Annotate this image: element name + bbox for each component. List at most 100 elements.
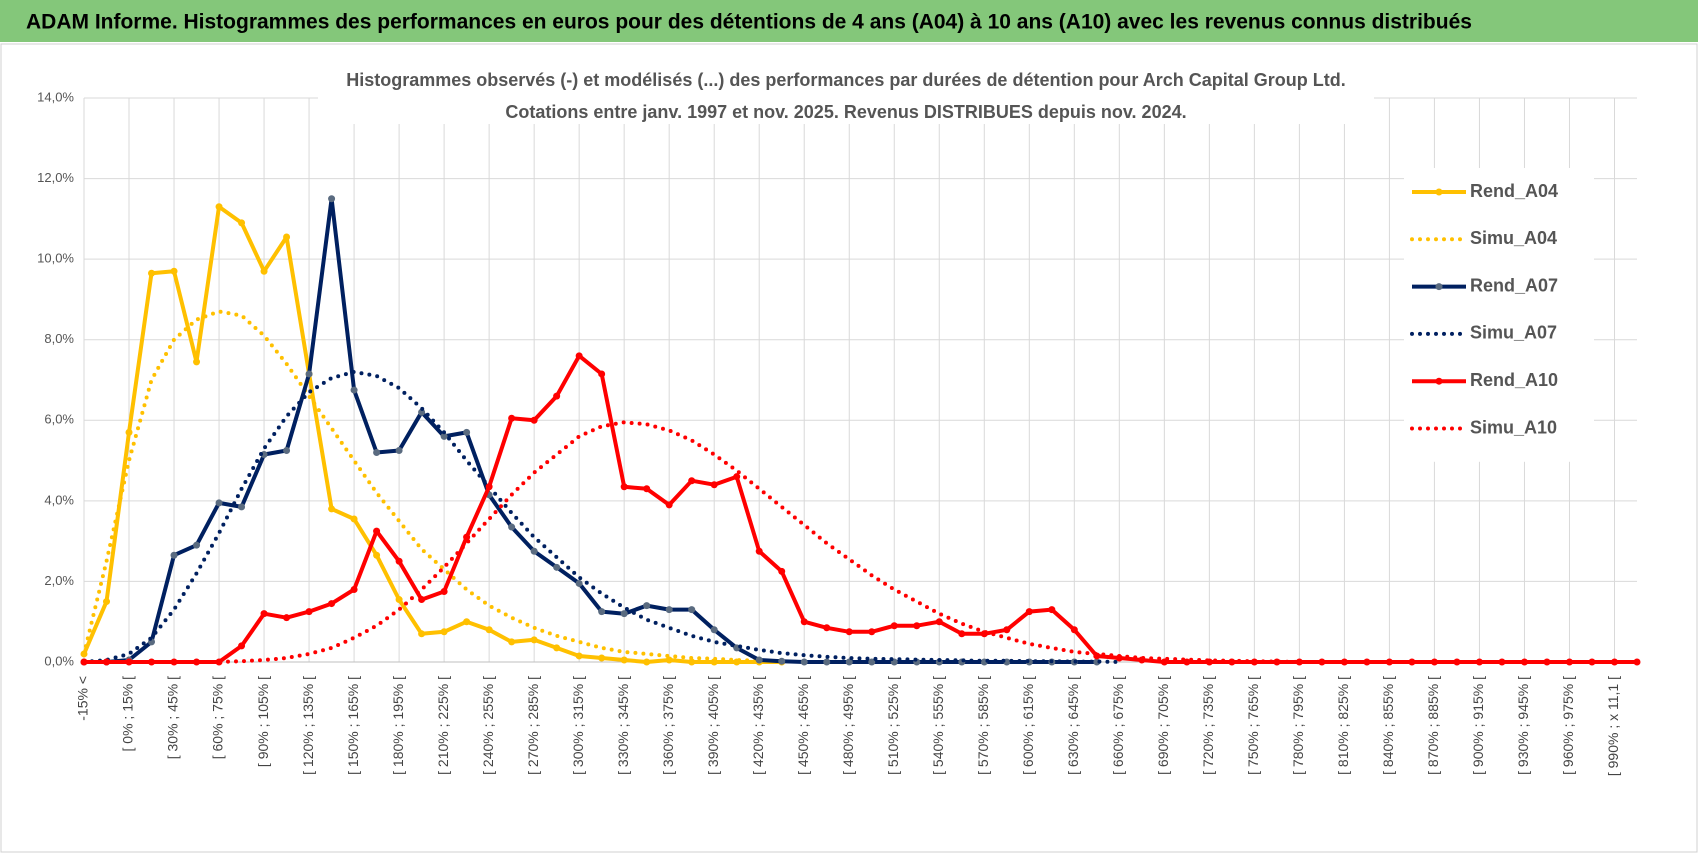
chart-subtitle: Cotations entre janv. 1997 et nov. 2025.… [505, 102, 1186, 122]
data-point [620, 610, 628, 618]
x-tick-label: [ 150% ; 165% [ [345, 676, 361, 775]
data-point [1408, 658, 1416, 666]
y-tick-label: 8,0% [44, 331, 74, 346]
x-tick-label: [ 0% ; 15% [ [120, 676, 136, 752]
series-line [82, 309, 784, 664]
data-point [350, 386, 358, 394]
data-point [215, 203, 223, 211]
x-tick-label: [ 780% ; 795% [ [1290, 676, 1306, 775]
data-point [215, 499, 223, 507]
data-point [440, 628, 448, 636]
series-line [82, 369, 1122, 664]
data-point [170, 551, 178, 559]
legend-label: Simu_A07 [1470, 323, 1557, 343]
x-tick-label: [ 900% ; 915% [ [1470, 676, 1486, 775]
series-line [82, 204, 782, 664]
data-point [755, 547, 763, 555]
data-point [328, 195, 336, 203]
data-point [1318, 658, 1326, 666]
legend-label: Rend_A04 [1470, 181, 1558, 201]
header-bar [0, 0, 1698, 42]
data-point [1295, 658, 1303, 666]
y-tick-label: 12,0% [37, 170, 74, 185]
legend-marker [1435, 283, 1443, 291]
data-point [1048, 606, 1056, 614]
data-point [913, 622, 921, 630]
x-tick-label: [ 690% ; 705% [ [1155, 676, 1171, 775]
data-point [1003, 626, 1011, 634]
x-tick-label: [ 60% ; 75% [ [210, 676, 226, 759]
x-tick-label: [ 570% ; 585% [ [975, 676, 991, 775]
data-point [1070, 626, 1078, 634]
data-point [553, 392, 561, 400]
data-point [328, 505, 336, 513]
x-tick-label: [ 660% ; 675% [ [1110, 676, 1126, 775]
title-background [318, 64, 1374, 124]
data-point [440, 432, 448, 440]
data-point [575, 652, 583, 660]
data-point [463, 428, 471, 436]
data-point [350, 585, 358, 593]
series-line [84, 196, 1097, 664]
data-point [935, 618, 943, 626]
data-point [710, 626, 718, 634]
x-tick-label: [ 420% ; 435% [ [750, 676, 766, 775]
data-point [553, 563, 561, 571]
data-point [283, 233, 291, 241]
data-point [193, 541, 201, 549]
data-point [170, 267, 178, 275]
data-point [283, 447, 291, 454]
x-tick-label: [ 480% ; 495% [ [840, 676, 856, 775]
x-tick-label: [ 990% ; x 11,1 [ [1605, 676, 1621, 776]
legend-label: Rend_A07 [1470, 275, 1558, 295]
data-point [508, 523, 516, 531]
x-tick-label: [ 240% ; 255% [ [480, 676, 496, 775]
data-point [328, 600, 336, 608]
data-point [688, 658, 696, 666]
y-tick-label: 2,0% [44, 573, 74, 588]
data-point [823, 658, 831, 666]
data-point [868, 628, 876, 636]
x-tick-label: [ 510% ; 525% [ [885, 676, 901, 775]
data-point [598, 370, 606, 378]
data-point [395, 596, 403, 604]
data-point [125, 428, 133, 436]
data-point [485, 483, 493, 491]
data-point [373, 449, 381, 457]
chart-title: Histogrammes observés (-) et modélisés (… [346, 70, 1346, 90]
data-point [238, 219, 246, 227]
data-point [260, 610, 268, 618]
x-tick-label: [ 300% ; 315% [ [570, 676, 586, 775]
data-point [463, 618, 471, 626]
data-point [1025, 608, 1033, 616]
legend-background [1404, 168, 1594, 462]
x-tick-label: -15% < [75, 676, 91, 721]
data-point [440, 588, 448, 595]
data-point [305, 370, 313, 378]
data-point [778, 657, 786, 665]
data-point [193, 358, 201, 366]
x-tick-label: [ 930% ; 945% [ [1515, 676, 1531, 775]
data-point [845, 658, 853, 666]
data-point [463, 533, 471, 541]
y-tick-label: 0,0% [44, 653, 74, 668]
header-title: ADAM Informe. Histogrammes des performan… [26, 11, 1472, 34]
data-point [778, 567, 786, 575]
legend-marker [1435, 188, 1443, 196]
y-tick-label: 10,0% [37, 251, 74, 266]
x-tick-label: [ 390% ; 405% [ [705, 676, 721, 775]
data-point [148, 658, 156, 666]
data-point [733, 473, 741, 481]
x-tick-label: [ 630% ; 645% [ [1065, 676, 1081, 775]
y-tick-label: 4,0% [44, 492, 74, 507]
data-point [620, 483, 628, 491]
legend-marker [1435, 377, 1443, 385]
chart-frame [0, 43, 1698, 853]
data-point [373, 527, 381, 535]
y-tick-label: 6,0% [44, 412, 74, 427]
x-tick-label: [ 720% ; 735% [ [1200, 676, 1216, 775]
data-point [598, 654, 606, 662]
data-point [575, 352, 583, 360]
data-point [710, 481, 718, 489]
data-point [643, 602, 651, 610]
